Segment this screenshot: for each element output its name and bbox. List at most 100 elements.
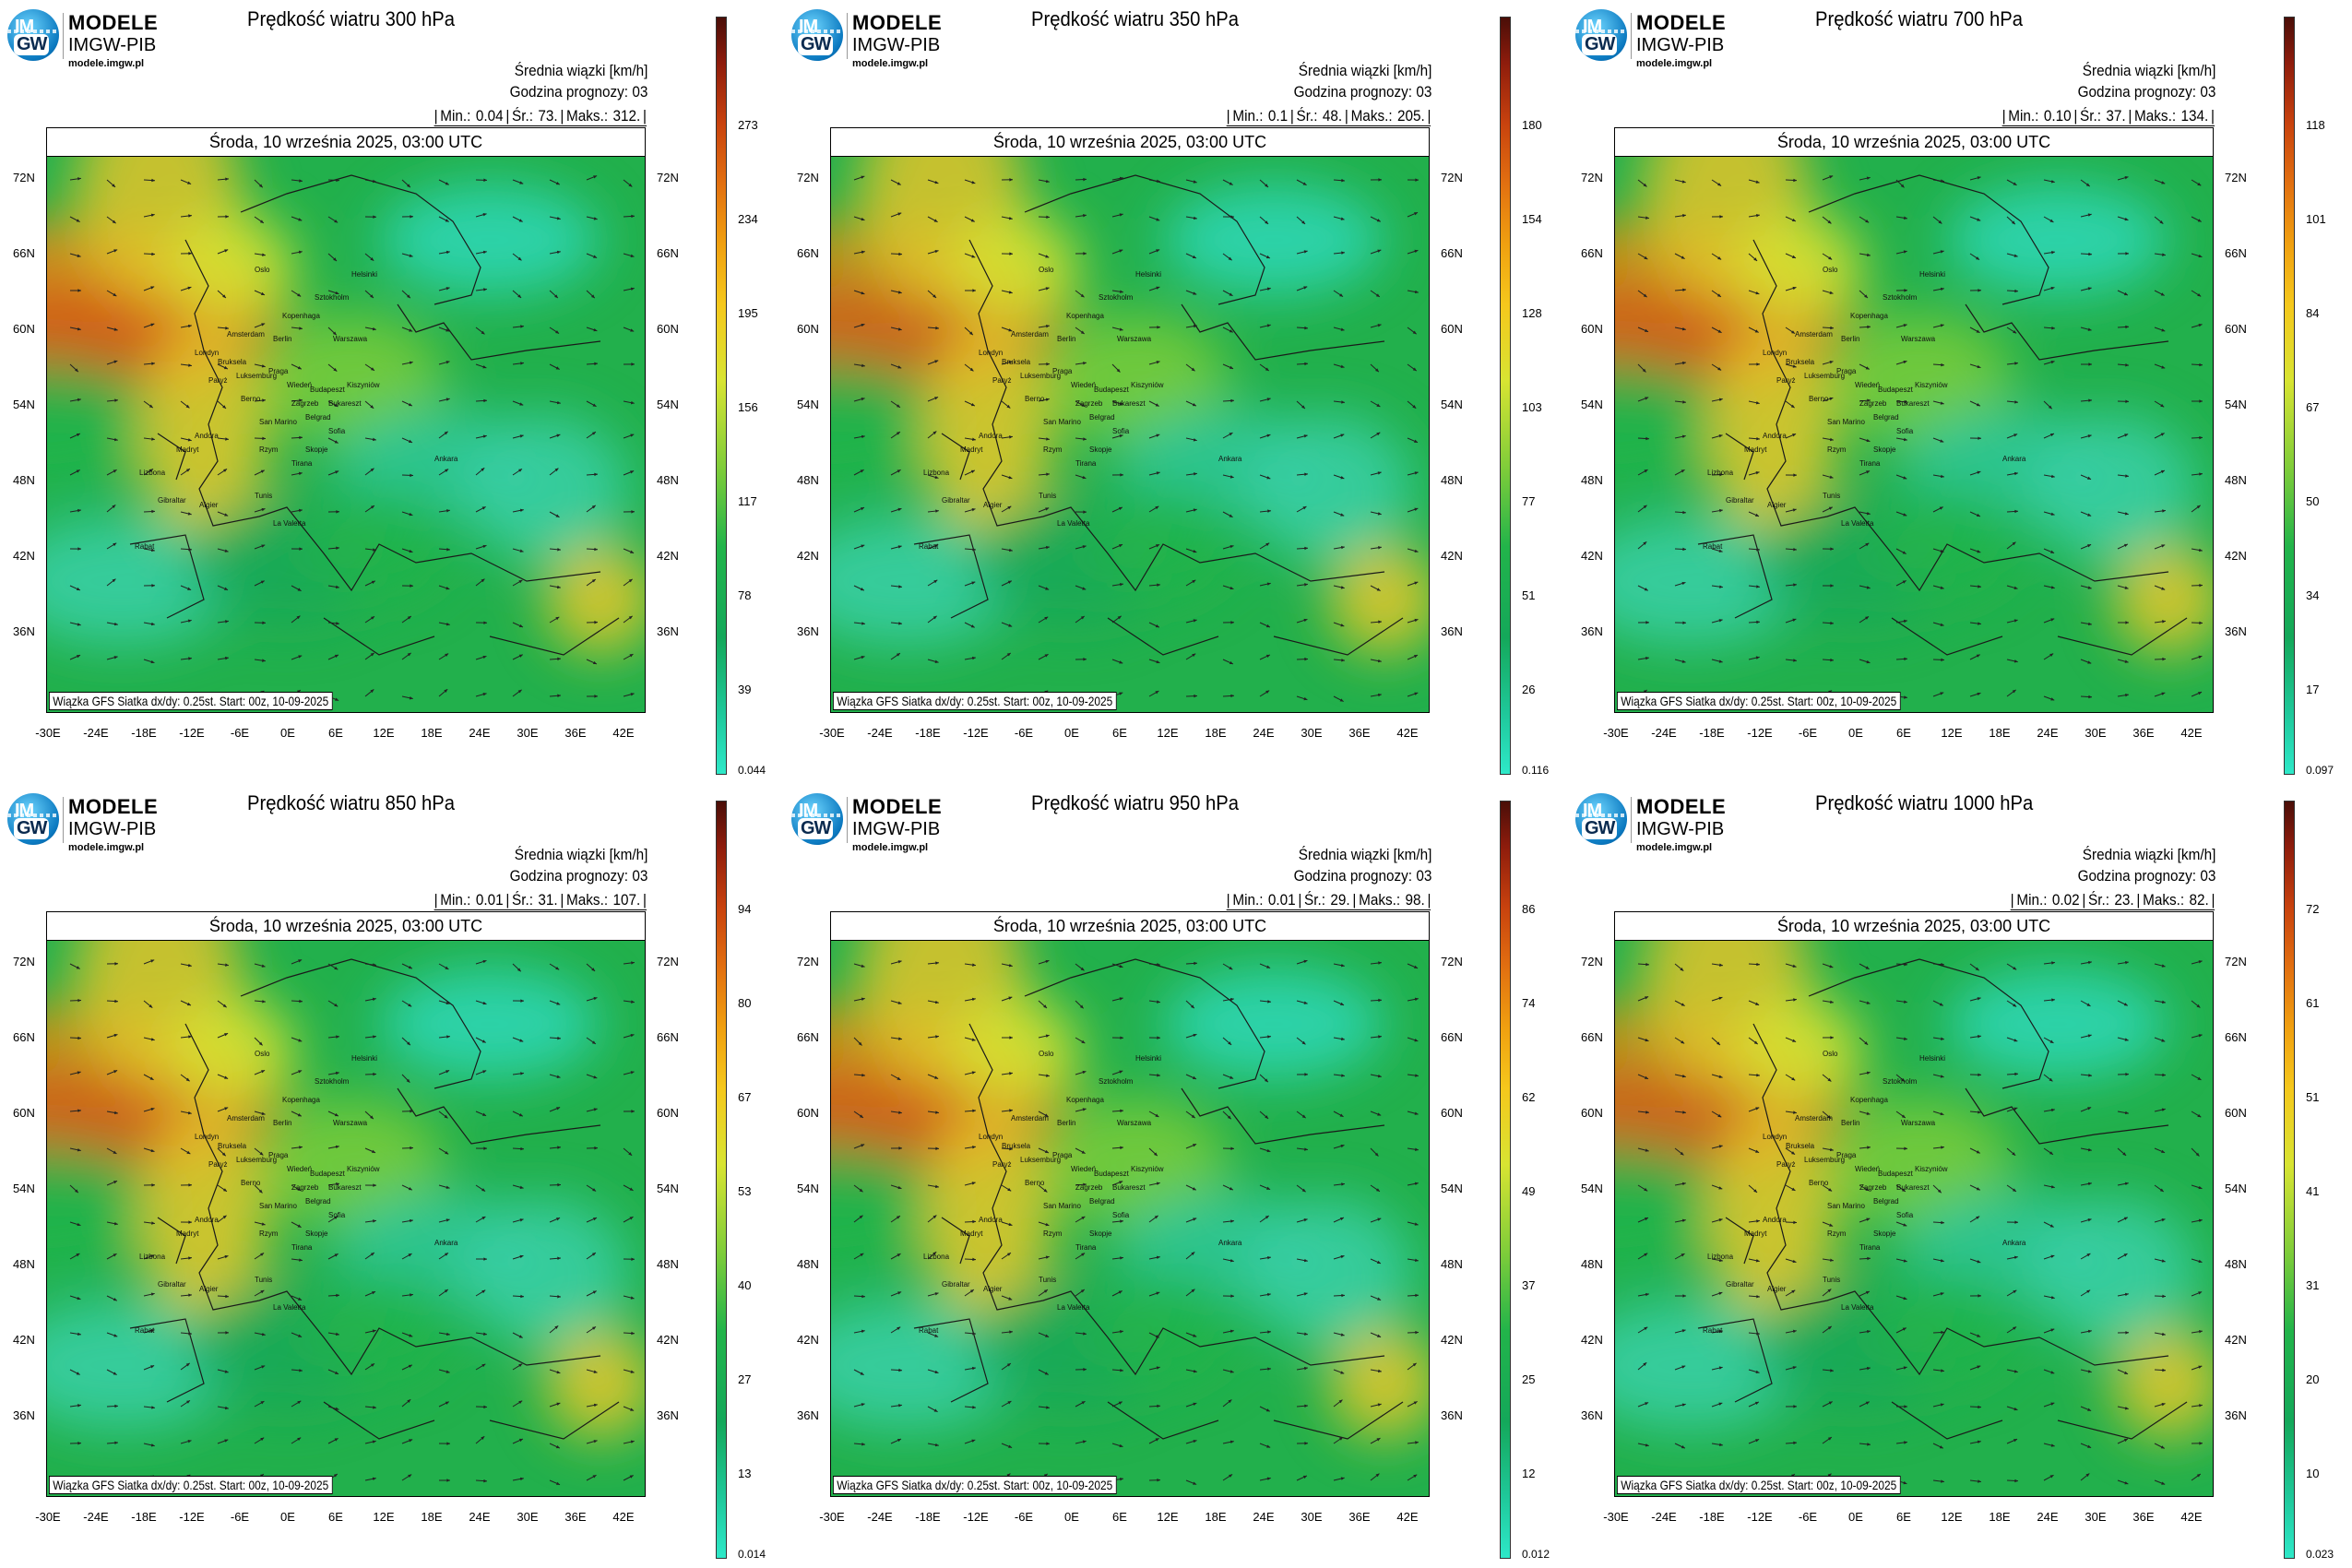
- wind-arrow-head: [1229, 1186, 1233, 1191]
- colorbar-tick: 86: [1522, 902, 1536, 916]
- wind-arrow-head: [1304, 1404, 1308, 1408]
- wind-arrow-head: [518, 1113, 523, 1117]
- wind-arrow-head: [1414, 581, 1419, 585]
- wind-arrow-head: [1229, 586, 1234, 590]
- wind-arrow-head: [1193, 1402, 1197, 1406]
- city-label: Berlin: [1841, 1119, 1859, 1127]
- wind-arrow-head: [1756, 1073, 1760, 1077]
- wind-arrow-head: [113, 437, 118, 442]
- logo-url[interactable]: modele.imgw.pl: [852, 842, 929, 853]
- city-label: Paryż: [1776, 1160, 1795, 1169]
- wind-arrow-head: [590, 294, 595, 299]
- wind-arrow-head: [1645, 1111, 1649, 1114]
- wind-arrow-head: [593, 217, 598, 220]
- wind-arrow-head: [1680, 1151, 1684, 1156]
- wind-arrow-head: [296, 615, 301, 620]
- wind-arrow-head: [2087, 660, 2092, 664]
- wind-arrow-head: [1265, 542, 1270, 547]
- city-label: Algier: [199, 1285, 219, 1293]
- wind-arrow-head: [1867, 1256, 1871, 1261]
- wind-arrow-head: [150, 548, 155, 552]
- wind-arrow-head: [2198, 1218, 2203, 1223]
- wind-field-map[interactable]: Oslo Helsinki Sztokholm Kopenhaga Amsterdam B…: [831, 941, 1429, 1496]
- lon-label: 24E: [1253, 1510, 1275, 1524]
- colorbar: [1500, 801, 1511, 1559]
- logo-url[interactable]: modele.imgw.pl: [852, 58, 929, 69]
- wind-arrow-head: [2161, 365, 2166, 369]
- panel-title: Prędkość wiatru 850 hPa: [247, 791, 456, 814]
- colorbar-tick: 234: [738, 212, 758, 226]
- wind-arrow-head: [897, 545, 902, 549]
- wind-arrow-head: [481, 1363, 486, 1368]
- wind-speed-area: [951, 996, 1080, 1107]
- wind-arrow-head: [1301, 1040, 1306, 1045]
- wind-arrow-head: [1303, 1001, 1308, 1004]
- wind-arrow-head: [972, 289, 976, 292]
- wind-arrow-head: [2087, 1444, 2092, 1448]
- wind-field-map[interactable]: Oslo Helsinki Sztokholm Kopenhaga Amsterdam B…: [47, 157, 645, 712]
- wind-speed-area: [462, 415, 628, 563]
- wind-arrow-head: [1682, 1111, 1686, 1114]
- wind-arrow-head: [1341, 1182, 1345, 1186]
- city-label: Budapeszt: [1094, 386, 1130, 394]
- wind-arrow-head: [261, 364, 266, 368]
- logo-url[interactable]: modele.imgw.pl: [1636, 842, 1713, 853]
- lat-label-right: 72N: [2225, 955, 2247, 968]
- wind-arrow-head: [114, 1404, 118, 1408]
- city-label: Kiszyniów: [347, 1165, 380, 1173]
- wind-arrow-head: [113, 327, 118, 331]
- wind-field-map[interactable]: Oslo Helsinki Sztokholm Kopenhaga Amsterdam B…: [1615, 941, 2213, 1496]
- wind-arrow-head: [2197, 1113, 2202, 1118]
- wind-field-map[interactable]: Oslo Helsinki Sztokholm Kopenhaga Amsterdam B…: [1615, 157, 2213, 712]
- wind-arrow-head: [409, 439, 413, 443]
- wind-arrow-head: [594, 547, 598, 552]
- wind-field-map[interactable]: Oslo Helsinki Sztokholm Kopenhaga Amsterdam B…: [831, 157, 1429, 712]
- wind-arrow-head: [1229, 365, 1234, 369]
- logo-url[interactable]: modele.imgw.pl: [68, 58, 145, 69]
- wind-arrow-head: [1719, 215, 1723, 219]
- city-label: Tunis: [1039, 492, 1056, 500]
- logo-line1: MODELE: [68, 11, 159, 34]
- colorbar-tick: 78: [738, 588, 752, 602]
- wind-arrow-head: [1792, 1366, 1797, 1370]
- wind-arrow-head: [258, 1041, 263, 1046]
- wind-arrow-head: [1415, 1441, 1419, 1444]
- wind-arrow-head: [299, 435, 303, 440]
- wind-arrow-head: [557, 657, 561, 661]
- wind-arrow-head: [225, 963, 229, 967]
- wind-arrow-head: [1941, 1330, 1944, 1335]
- stats-line: | Min.: 0.10 | Śr.: 37. | Maks.: 134. |: [2002, 107, 2215, 126]
- wind-arrow-head: [1083, 252, 1087, 255]
- wind-arrow-head: [519, 1185, 524, 1189]
- wind-arrow-head: [1753, 257, 1758, 261]
- city-label: Amsterdam: [1011, 1114, 1049, 1123]
- wind-field-map[interactable]: Oslo Helsinki Sztokholm Kopenhaga Amsterdam B…: [47, 941, 645, 1496]
- wind-arrow-head: [1866, 1111, 1871, 1115]
- wind-speed-area: [923, 323, 1052, 544]
- lon-label: 0E: [280, 726, 295, 740]
- city-label: Oslo: [255, 1050, 270, 1058]
- wind-arrow-head: [1009, 1330, 1013, 1334]
- wind-arrow-head: [1157, 963, 1160, 967]
- wind-arrow-head: [1793, 1111, 1797, 1114]
- wind-arrow-head: [1006, 1363, 1011, 1367]
- city-label: Oslo: [1039, 266, 1054, 274]
- city-label: Berno: [1025, 1179, 1045, 1187]
- wind-arrow-head: [2162, 509, 2166, 513]
- logo-url[interactable]: modele.imgw.pl: [68, 842, 145, 853]
- logo-url[interactable]: modele.imgw.pl: [1636, 58, 1713, 69]
- wind-arrow-head: [445, 1185, 450, 1189]
- wind-arrow-head: [1644, 588, 1648, 591]
- wind-arrow-head: [298, 1039, 303, 1042]
- wind-arrow-head: [186, 1002, 191, 1006]
- lat-label-left: 54N: [797, 1182, 819, 1195]
- city-labels: OsloHelsinkiSztokholmKopenhagaAmsterdamB…: [135, 266, 458, 551]
- wind-arrow-head: [1378, 1035, 1382, 1039]
- wind-arrow-head: [898, 252, 902, 256]
- wind-arrow-head: [593, 1403, 598, 1408]
- wind-arrow-head: [1007, 505, 1012, 510]
- wind-arrow-head: [1119, 176, 1123, 181]
- wind-arrow-head: [445, 653, 449, 657]
- wind-arrow-head: [445, 587, 450, 590]
- colorbar-min: 0.044: [738, 764, 766, 777]
